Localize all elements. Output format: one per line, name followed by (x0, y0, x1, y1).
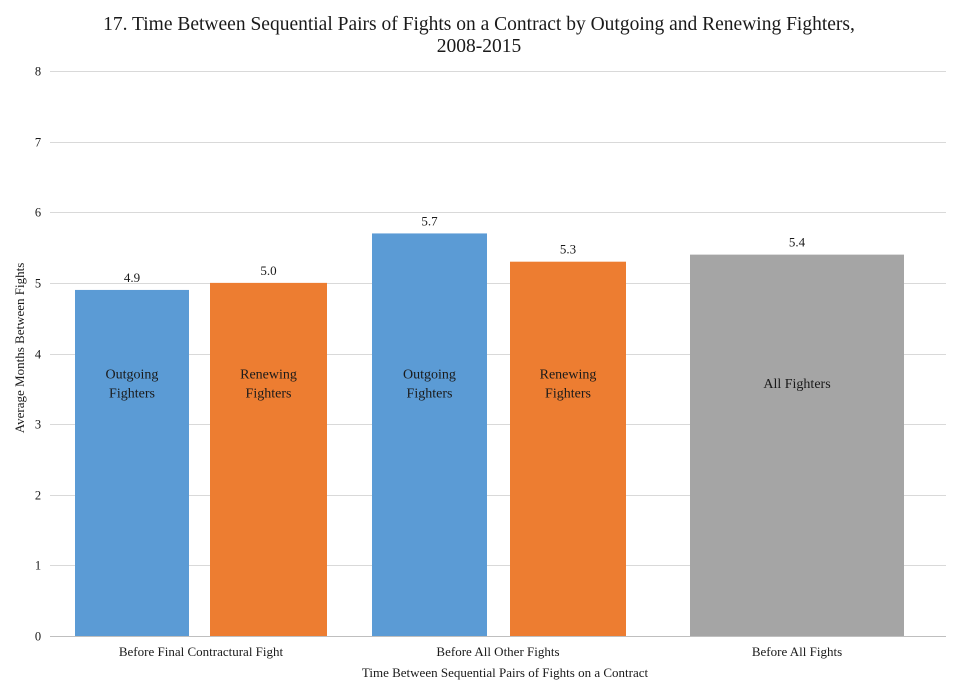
y-axis-title: Average Months Between Fights (12, 263, 27, 434)
y-tick-label: 4 (35, 348, 42, 362)
data-label: 5.4 (789, 235, 806, 250)
bar-label: Fighters (246, 387, 292, 402)
y-axis-ticks: 0 1 2 3 4 5 6 7 8 (35, 65, 42, 644)
bar-label: All Fighters (763, 377, 830, 392)
x-category-label: Before All Other Fights (436, 644, 559, 659)
y-tick-label: 1 (35, 559, 41, 573)
chart-title-line-1: 17. Time Between Sequential Pairs of Fig… (103, 14, 855, 35)
bar-label: Renewing (540, 368, 597, 383)
y-tick-label: 3 (35, 418, 41, 432)
bar (210, 282, 327, 636)
bar (372, 233, 487, 636)
bars (75, 233, 904, 636)
bar-label: Renewing (240, 368, 297, 383)
y-tick-label: 5 (35, 277, 41, 291)
x-category-label: Before All Fights (752, 644, 842, 659)
y-tick-label: 6 (35, 206, 41, 220)
y-tick-label: 7 (35, 136, 41, 150)
chart-title-line-2: 2008-2015 (437, 36, 522, 57)
bar (690, 254, 904, 636)
data-label: 5.7 (421, 213, 438, 228)
gridlines (50, 71, 946, 637)
bar-label: Outgoing (403, 368, 456, 383)
data-label: 5.0 (260, 263, 276, 278)
bar-label: Fighters (407, 387, 453, 402)
bar-label: Fighters (109, 387, 155, 402)
data-label: 5.3 (560, 242, 576, 257)
y-tick-label: 8 (35, 65, 41, 79)
x-category-label: Before Final Contractural Fight (119, 644, 284, 659)
data-labels: 4.9 Outgoing Fighters 5.0 Renewing Fighters 5.… (106, 213, 831, 401)
y-tick-label: 2 (35, 489, 41, 503)
bar (75, 289, 189, 636)
data-label: 4.9 (124, 270, 140, 285)
bar-label: Fighters (545, 387, 591, 402)
y-tick-label: 0 (35, 630, 41, 644)
bar (510, 261, 626, 636)
x-axis-title: Time Between Sequential Pairs of Fights … (362, 665, 649, 680)
x-axis-categories: Before Final Contractural Fight Before Al… (119, 644, 842, 659)
bar-label: Outgoing (106, 368, 159, 383)
